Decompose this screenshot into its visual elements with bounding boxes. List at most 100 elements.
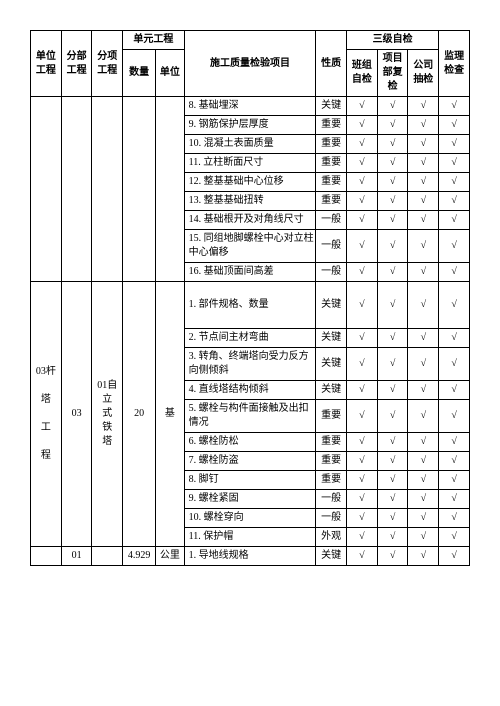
nature: 关键 [316, 381, 347, 400]
c-u [156, 97, 185, 282]
h-insp-item: 施工质量检验项目 [184, 31, 316, 97]
tick: √ [347, 452, 378, 471]
nature: 关键 [316, 329, 347, 348]
tick: √ [377, 490, 408, 509]
tick: √ [347, 509, 378, 528]
nature: 外观 [316, 528, 347, 547]
c-sub [61, 97, 92, 282]
nature: 一般 [316, 509, 347, 528]
tick: √ [408, 348, 439, 381]
c-unit2: 03杆塔工程 [31, 282, 62, 547]
h-company: 公司抽检 [408, 50, 439, 97]
tick: √ [377, 173, 408, 192]
insp-item: 9. 钢筋保护层厚度 [184, 116, 316, 135]
tick: √ [347, 433, 378, 452]
c-item [92, 97, 123, 282]
tick: √ [408, 154, 439, 173]
tick: √ [347, 490, 378, 509]
insp-item: 8. 基础埋深 [184, 97, 316, 116]
tick: √ [408, 547, 439, 566]
tick: √ [347, 173, 378, 192]
tick: √ [347, 154, 378, 173]
nature: 重要 [316, 135, 347, 154]
tick: √ [408, 97, 439, 116]
nature: 重要 [316, 471, 347, 490]
insp-item: 3. 转角、终端塔向受力反方向侧倾斜 [184, 348, 316, 381]
tick: √ [377, 211, 408, 230]
tick: √ [439, 528, 470, 547]
h-unit-proj: 单位工程 [31, 31, 62, 97]
insp-item: 1. 导地线规格 [184, 547, 316, 566]
tick: √ [439, 452, 470, 471]
c-sub2: 03 [61, 282, 92, 547]
c-sub3: 01 [61, 547, 92, 566]
tick: √ [439, 381, 470, 400]
h-qty: 数量 [123, 50, 156, 97]
tick: √ [408, 263, 439, 282]
nature: 重要 [316, 452, 347, 471]
tick: √ [408, 400, 439, 433]
tick: √ [377, 381, 408, 400]
tick: √ [377, 547, 408, 566]
nature: 重要 [316, 173, 347, 192]
tick: √ [377, 192, 408, 211]
tick: √ [377, 400, 408, 433]
insp-item: 16. 基础顶面间高差 [184, 263, 316, 282]
h-lvl3: 三级自检 [347, 31, 439, 50]
c-u3: 公里 [156, 547, 185, 566]
nature: 关键 [316, 97, 347, 116]
tick: √ [439, 348, 470, 381]
h-unit-eng: 单元工程 [123, 31, 184, 50]
inspection-table: 单位工程 分部工程 分项工程 单元工程 施工质量检验项目 性质 三级自检 监理检… [30, 30, 470, 566]
tick: √ [347, 230, 378, 263]
nature: 重要 [316, 433, 347, 452]
tick: √ [377, 154, 408, 173]
nature: 一般 [316, 230, 347, 263]
nature: 一般 [316, 263, 347, 282]
tick: √ [377, 433, 408, 452]
tick: √ [377, 282, 408, 329]
insp-item: 5. 螺栓与构件面接触及出扣情况 [184, 400, 316, 433]
tick: √ [408, 116, 439, 135]
tick: √ [377, 116, 408, 135]
tick: √ [347, 192, 378, 211]
nature: 关键 [316, 348, 347, 381]
tick: √ [347, 329, 378, 348]
tick: √ [408, 192, 439, 211]
tick: √ [439, 135, 470, 154]
tick: √ [439, 433, 470, 452]
insp-item: 15. 同组地脚螺栓中心对立柱中心偏移 [184, 230, 316, 263]
insp-item: 7. 螺栓防盗 [184, 452, 316, 471]
tick: √ [408, 329, 439, 348]
tick: √ [347, 211, 378, 230]
tick: √ [439, 282, 470, 329]
tick: √ [377, 329, 408, 348]
tick: √ [377, 528, 408, 547]
tick: √ [347, 400, 378, 433]
tick: √ [377, 97, 408, 116]
tick: √ [408, 211, 439, 230]
tick: √ [377, 509, 408, 528]
nature: 关键 [316, 547, 347, 566]
nature: 重要 [316, 116, 347, 135]
tick: √ [439, 400, 470, 433]
insp-item: 11. 保护帽 [184, 528, 316, 547]
tick: √ [439, 154, 470, 173]
tick: √ [408, 452, 439, 471]
h-team: 班组自检 [347, 50, 378, 97]
nature: 重要 [316, 154, 347, 173]
tick: √ [408, 381, 439, 400]
nature: 关键 [316, 282, 347, 329]
tick: √ [408, 471, 439, 490]
tick: √ [439, 490, 470, 509]
tick: √ [347, 135, 378, 154]
insp-item: 14. 基础根开及对角线尺寸 [184, 211, 316, 230]
tick: √ [439, 192, 470, 211]
insp-item: 6. 螺栓防松 [184, 433, 316, 452]
table-row: 8. 基础埋深关键√√√√ [31, 97, 470, 116]
tick: √ [439, 263, 470, 282]
tick: √ [408, 490, 439, 509]
h-supervise: 监理检查 [439, 31, 470, 97]
insp-item: 10. 螺栓穿向 [184, 509, 316, 528]
tick: √ [347, 263, 378, 282]
